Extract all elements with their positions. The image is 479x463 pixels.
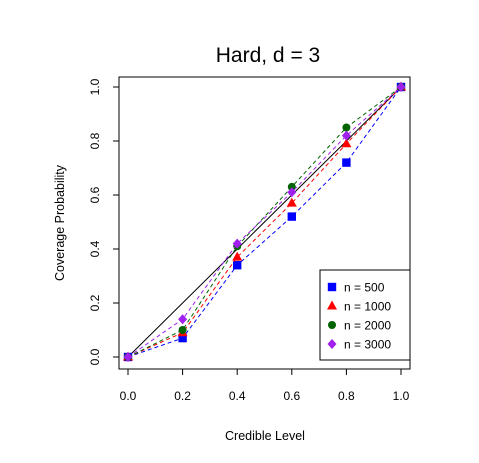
y-axis-label: Coverage Probability	[53, 164, 67, 281]
data-point	[286, 197, 297, 207]
data-point	[123, 352, 133, 362]
x-tick-label: 0.6	[283, 389, 300, 403]
legend-marker	[327, 300, 337, 310]
x-tick-label: 0.2	[174, 389, 191, 403]
x-tick-label: 0.8	[338, 389, 355, 403]
y-tick-label: 1.0	[88, 78, 102, 95]
y-tick-label: 0.2	[88, 294, 102, 311]
data-point	[287, 182, 296, 191]
data-point	[178, 333, 187, 343]
legend-label: n = 3000	[344, 338, 391, 352]
legend-label: n = 2000	[344, 319, 391, 333]
data-point	[232, 251, 243, 261]
legend-label: n = 500	[344, 281, 385, 295]
legend-label: n = 1000	[344, 300, 391, 314]
legend-marker	[327, 282, 337, 292]
series-line	[127, 86, 402, 358]
series-line	[127, 86, 402, 358]
x-axis-label: Credible Level	[225, 429, 305, 443]
series-line	[127, 86, 402, 358]
data-point	[287, 212, 296, 221]
series-4	[123, 82, 406, 362]
legend-marker	[328, 321, 336, 329]
data-point	[178, 326, 187, 334]
data-point	[342, 158, 351, 167]
data-point	[287, 187, 297, 198]
data-point	[342, 123, 351, 132]
y-tick-label: 0.8	[88, 132, 102, 149]
y-tick-label: 0.4	[88, 240, 102, 257]
x-tick-label: 0.0	[120, 389, 137, 403]
chart-title: Hard, d = 3	[216, 44, 320, 67]
series-layer	[123, 81, 406, 362]
x-tick-label: 1.0	[393, 389, 410, 403]
y-axis: 0.0 0.2 0.4 0.6 0.8 1.0	[88, 78, 120, 365]
data-point	[341, 130, 351, 141]
y-tick-label: 0.0	[88, 348, 102, 365]
reference-line-layer	[127, 86, 402, 358]
data-point	[232, 238, 242, 249]
data-point	[341, 138, 352, 148]
x-axis: 0.0 0.2 0.4 0.6 0.8 1.0	[120, 368, 410, 403]
data-point	[178, 314, 188, 325]
legend-marker	[327, 339, 337, 349]
y-tick-label: 0.6	[88, 186, 102, 203]
x-tick-label: 0.4	[229, 389, 246, 403]
data-point	[233, 261, 242, 270]
data-point	[396, 82, 406, 92]
series-line	[127, 86, 402, 358]
reference-line	[127, 86, 402, 358]
legend: n = 500 n = 1000 n = 2000 n = 3000	[319, 269, 411, 361]
